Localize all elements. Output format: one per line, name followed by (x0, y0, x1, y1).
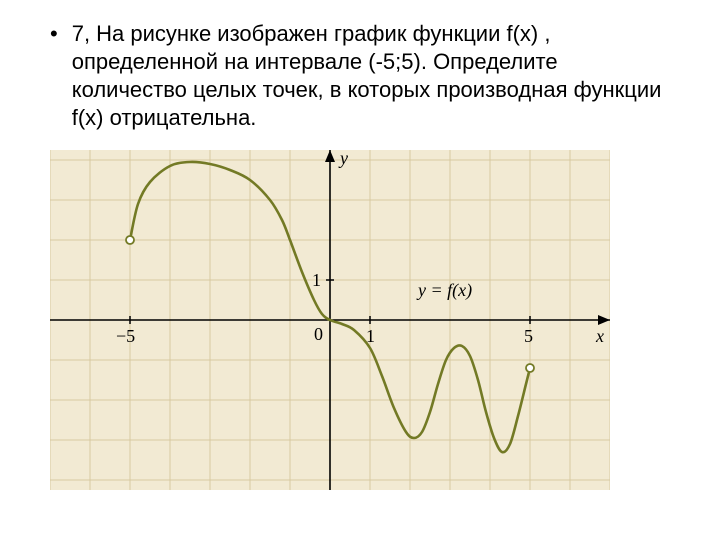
function-chart: yx011−55y = f(x) (50, 150, 610, 490)
svg-text:−5: −5 (116, 326, 135, 346)
svg-text:y = f(x): y = f(x) (416, 280, 472, 301)
task-block: • 7, На рисунке изображен график функции… (50, 20, 670, 132)
svg-text:0: 0 (314, 324, 323, 344)
svg-text:1: 1 (312, 270, 321, 290)
svg-text:y: y (338, 150, 348, 168)
svg-text:x: x (595, 326, 604, 346)
chart-container: yx011−55y = f(x) (50, 150, 670, 490)
task-text: 7, На рисунке изображен график функции f… (72, 20, 670, 132)
bullet: • (50, 20, 58, 48)
svg-text:5: 5 (524, 326, 533, 346)
